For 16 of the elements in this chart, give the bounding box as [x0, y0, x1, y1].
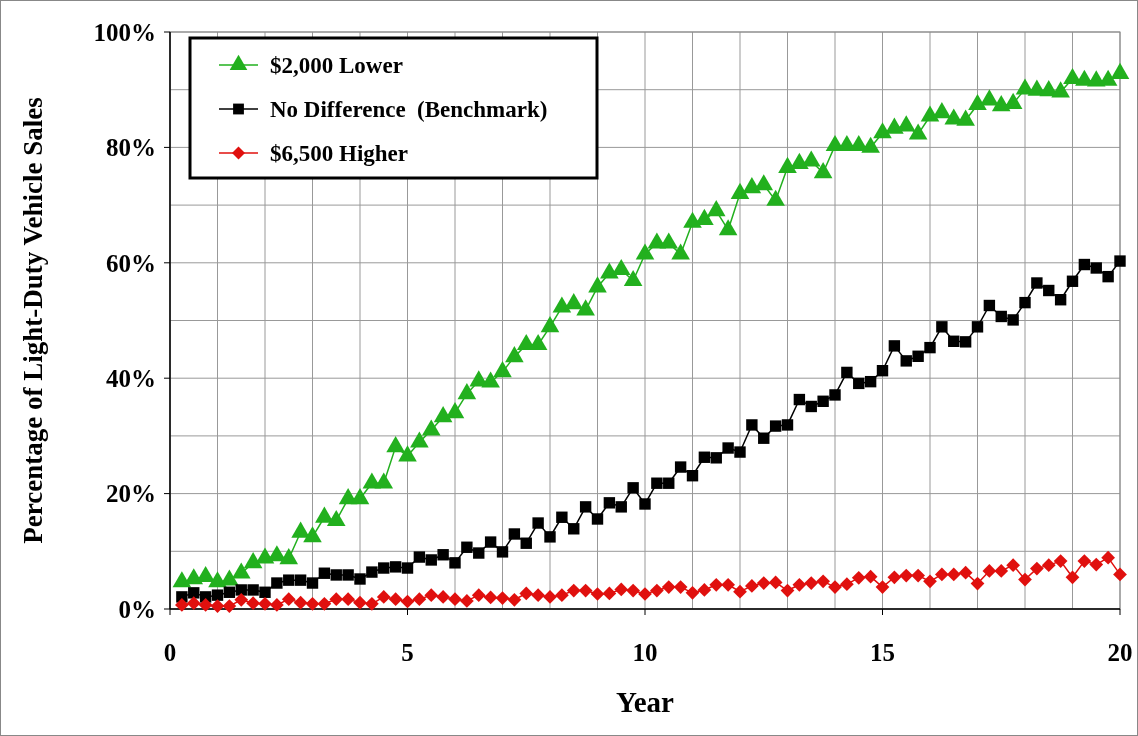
x-tick-label: 5: [401, 639, 414, 666]
x-tick-label: 10: [632, 639, 658, 666]
y-tick-label: 80%: [106, 134, 156, 162]
x-tick-label: 20: [1107, 639, 1133, 666]
y-tick-label: 40%: [106, 364, 156, 392]
y-axis-title: Percentage of Light-Duty Vehicle Sales: [18, 97, 48, 544]
x-tick-label: 15: [870, 639, 895, 666]
y-tick-label: 100%: [93, 18, 156, 46]
y-tick-label: 60%: [106, 249, 156, 277]
x-tick-label: 0: [163, 639, 177, 666]
y-tick-label: 20%: [106, 480, 156, 508]
legend-label: $6,500 Higher: [270, 141, 408, 167]
y-tick-label: 0%: [118, 595, 156, 623]
legend-label: $2,000 Lower: [270, 53, 403, 79]
legend-label: No Difference (Benchmark): [270, 97, 548, 123]
x-axis-title: Year: [616, 686, 675, 718]
